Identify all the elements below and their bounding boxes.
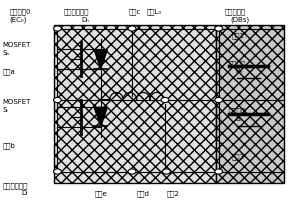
Text: 电池单体: 电池单体 [229,60,246,67]
Text: Sₗ: Sₗ [2,107,8,113]
Text: Dₗ: Dₗ [22,190,28,196]
Circle shape [215,26,223,31]
Circle shape [215,169,223,174]
Text: 反并联二极管: 反并联二极管 [63,8,89,15]
Polygon shape [94,107,107,126]
Text: MOSFET: MOSFET [2,99,31,105]
Text: 均衡电路0: 均衡电路0 [10,8,31,15]
Text: 电池单体: 电池单体 [229,108,246,114]
Text: 端点b: 端点b [2,142,15,149]
Text: 端点1: 端点1 [232,32,245,39]
Text: Sₕ: Sₕ [2,50,9,56]
Circle shape [161,97,169,103]
Circle shape [128,169,136,174]
Text: 电感L₀: 电感L₀ [147,8,162,15]
Bar [216,25,284,183]
Text: (EC₀): (EC₀) [10,16,27,23]
Text: 端点a: 端点a [2,68,15,75]
Text: 端点d: 端点d [136,190,149,197]
Text: Dₕ: Dₕ [81,17,89,23]
Bar [54,25,216,183]
Text: (DBs): (DBs) [231,16,250,23]
Text: Bₕ: Bₕ [235,68,243,74]
Circle shape [53,26,61,31]
Text: 反并联二极管: 反并联二极管 [2,182,28,189]
Text: Bₗ: Bₗ [235,116,241,122]
Circle shape [215,97,223,103]
Text: 端点2: 端点2 [167,190,179,197]
Text: 双单半电池: 双单半电池 [225,8,246,15]
Text: 端点c: 端点c [129,8,142,15]
Polygon shape [94,50,107,69]
Text: MOSFET: MOSFET [2,42,31,48]
Circle shape [53,97,61,103]
Circle shape [163,169,170,174]
Circle shape [128,26,136,31]
Text: 端点e: 端点e [95,190,107,197]
Text: 端点3: 端点3 [232,153,245,160]
Circle shape [53,169,61,174]
